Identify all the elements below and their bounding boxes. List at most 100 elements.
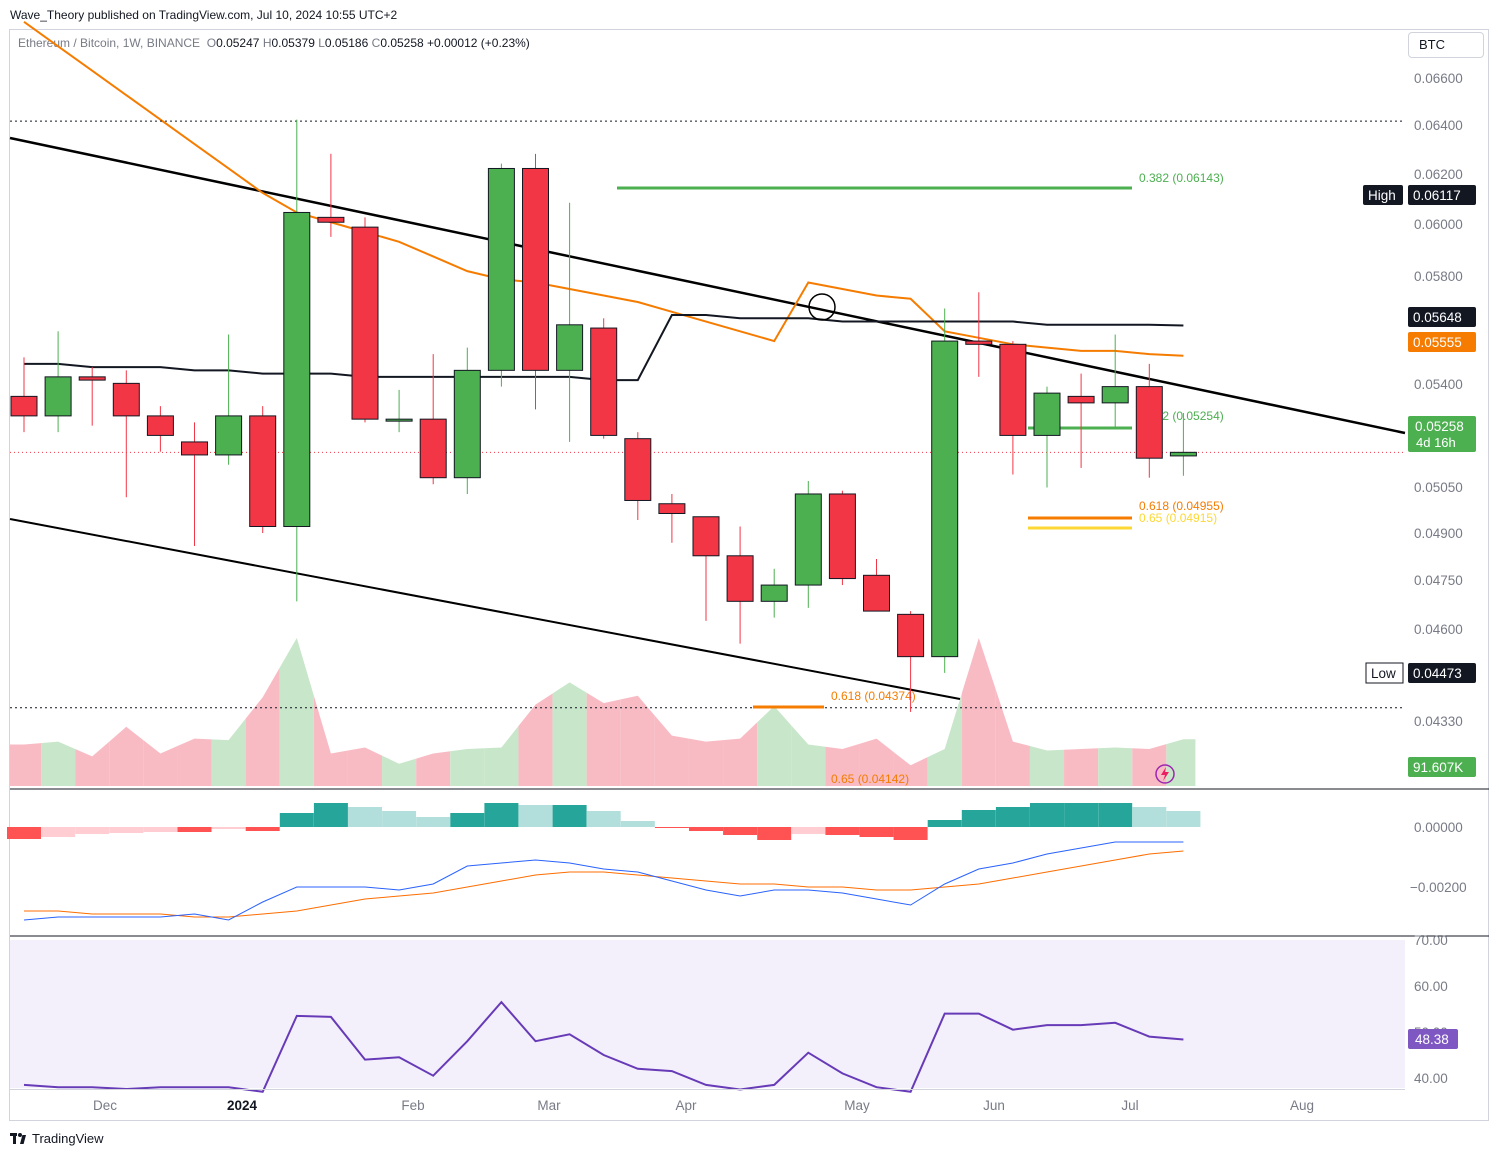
volume-area [10, 743, 42, 786]
candle-body [215, 415, 243, 456]
fib-yellow-mid-label: 0.65 (0.04915) [1139, 511, 1217, 525]
high-price-label-bg [1408, 185, 1476, 205]
candle-body [10, 395, 38, 417]
volume-area [1029, 746, 1065, 786]
candle-body [146, 415, 174, 436]
candle-body [1067, 395, 1095, 404]
macd-histogram-bar [211, 827, 246, 829]
macd-histogram-bar [757, 827, 792, 840]
footer[interactable]: TradingView [10, 1131, 104, 1146]
ema-black-price-label: 0.05648 [1413, 310, 1462, 325]
volume-area [1064, 748, 1099, 786]
rsi-value-label: 48.38 [1415, 1032, 1449, 1047]
cross-circle-marker [808, 293, 836, 321]
candle-body [453, 369, 481, 479]
volume-area [654, 715, 689, 786]
macd-histogram-bar [586, 811, 621, 827]
volume-value-label: 91.607K [1413, 760, 1463, 775]
y-tick-label: 0.04330 [1414, 714, 1463, 729]
macd-histogram-bar [450, 813, 485, 827]
volume-area [484, 726, 519, 786]
candle-body [828, 493, 856, 580]
candle-body [317, 216, 345, 223]
high-price-label: 0.06117 [1413, 188, 1461, 203]
macd-histogram-bar [416, 817, 451, 827]
candle-body [624, 438, 652, 501]
high-label: High [1368, 188, 1396, 203]
macd-histogram-bar [1064, 803, 1099, 827]
footer-brand: TradingView [32, 1131, 104, 1146]
ema-orange-price-label: 0.05555 [1413, 335, 1462, 350]
candle-body [965, 340, 993, 345]
volume-area [893, 751, 928, 786]
rsi-value-bg [1408, 1029, 1458, 1049]
fib-orange-mid-label: 0.618 (0.04955) [1139, 499, 1224, 513]
macd-histogram-bar [1132, 807, 1167, 827]
macd-histogram-bar [1166, 811, 1201, 827]
macd-histogram-bar [723, 827, 758, 835]
macd-line [23, 841, 1184, 921]
tradingview-logo-icon [10, 1133, 28, 1144]
macd-histogram-bar [961, 810, 996, 827]
macd-histogram-bar [382, 811, 417, 827]
low-price-label: 0.04473 [1413, 666, 1462, 681]
y-tick-label: 0.06200 [1414, 167, 1463, 182]
high-label-bg [1363, 185, 1403, 205]
candle-body [863, 574, 890, 612]
candle-body [897, 613, 925, 658]
y-tick-label: 0.05050 [1414, 480, 1463, 495]
volume-area [1166, 739, 1196, 786]
candle-body [931, 340, 959, 658]
candle-body [1033, 392, 1061, 436]
channel-lower-line [9, 518, 961, 700]
low-price-label-bg [1408, 663, 1476, 683]
x-tick-label: Dec [93, 1098, 117, 1113]
volume-area [620, 695, 655, 786]
x-axis-line [10, 1089, 1405, 1090]
macd-histogram-bar [348, 807, 382, 827]
macd-histogram-bar [689, 827, 723, 831]
volume-area [211, 718, 246, 786]
x-tick-label: 2024 [227, 1098, 258, 1113]
close-value: 0.05258 [380, 36, 424, 50]
currency-button[interactable]: BTC [1408, 32, 1484, 58]
macd-histogram-bar [654, 827, 689, 828]
candle-body [181, 441, 208, 456]
candle-body [999, 343, 1027, 436]
rsi-tick-label: 70.00 [1414, 933, 1448, 948]
symbol-legend[interactable]: Ethereum / Bitcoin, 1W, BINANCE O0.05247… [18, 36, 530, 50]
low-label-bg [1366, 663, 1403, 683]
macd-histogram-bar [1098, 803, 1133, 827]
rsi-line [23, 1000, 1184, 1093]
x-tick-label: Jun [983, 1098, 1005, 1113]
fib-green-top-label: 0.382 (0.06143) [1139, 171, 1224, 185]
y-tick-label: 0.05400 [1414, 377, 1463, 392]
fib-orange-low-label: 0.618 (0.04374) [831, 689, 916, 703]
volume-area [279, 638, 314, 786]
volume-area [757, 706, 792, 786]
high-label: H [262, 36, 272, 50]
candle-body [283, 211, 311, 528]
symbol-name[interactable]: Ethereum / Bitcoin, 1W, BINANCE [18, 36, 201, 50]
low-label-border [1365, 662, 1404, 684]
change-value: +0.00012 (+0.23%) [427, 36, 530, 50]
macd-histogram-bar [177, 827, 212, 832]
rsi-band [10, 940, 1405, 1088]
x-tick-label: Jul [1121, 1098, 1138, 1113]
y-tick-label: 0.04750 [1414, 573, 1463, 588]
low-value: 0.05186 [324, 36, 369, 50]
volume-area [552, 682, 587, 786]
lightning-bolt-icon [1161, 767, 1169, 781]
x-tick-label: Apr [675, 1098, 697, 1113]
y-tick-label: 0.06000 [1414, 217, 1463, 232]
high-value: 0.05379 [271, 36, 315, 50]
candle-body [1169, 451, 1197, 457]
macd-histogram-bar [893, 827, 928, 840]
macd-histogram-bar [552, 805, 587, 827]
macd-histogram-bar [143, 827, 178, 832]
candle-body [419, 418, 447, 479]
volume-area [1132, 744, 1167, 786]
x-tick-label: Aug [1290, 1098, 1314, 1113]
macd-histogram-bar [927, 820, 962, 827]
